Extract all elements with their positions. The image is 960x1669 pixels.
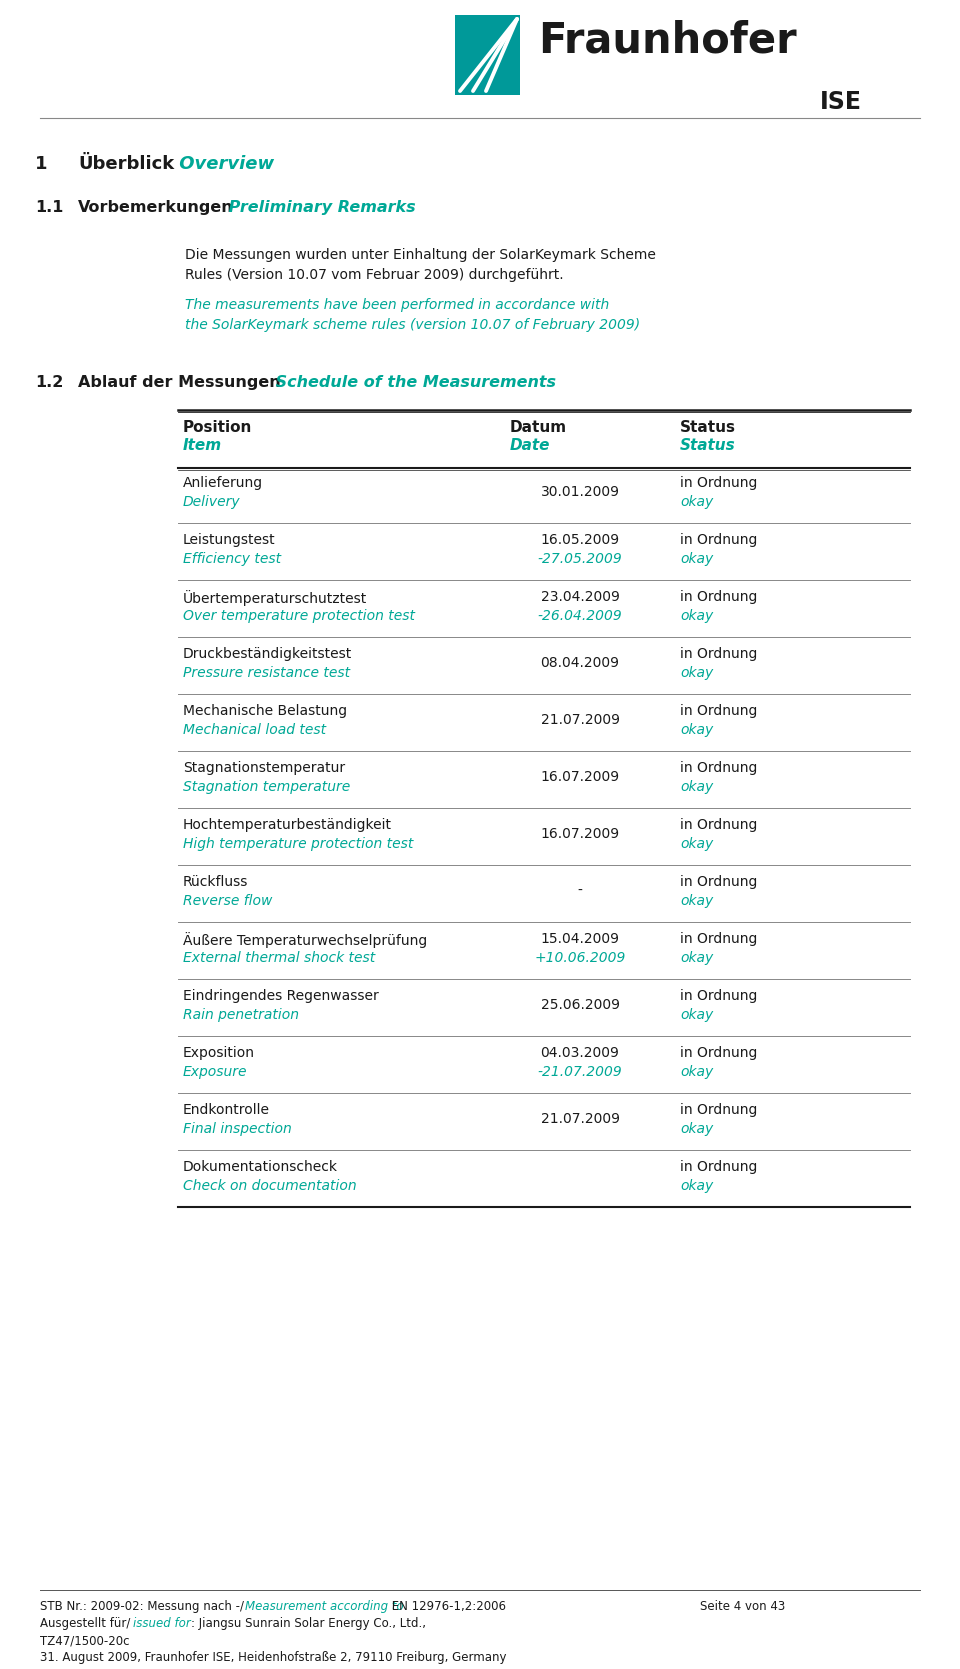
- Text: Status: Status: [680, 421, 736, 436]
- Text: Measurement according to: Measurement according to: [245, 1601, 404, 1612]
- Text: Position: Position: [183, 421, 252, 436]
- Text: Rückfluss: Rückfluss: [183, 875, 249, 890]
- Text: Die Messungen wurden unter Einhaltung der SolarKeymark Scheme
Rules (Version 10.: Die Messungen wurden unter Einhaltung de…: [185, 249, 656, 282]
- Text: TZ47/1500-20c: TZ47/1500-20c: [40, 1634, 130, 1647]
- Text: ISE: ISE: [820, 90, 862, 113]
- Text: Leistungstest: Leistungstest: [183, 532, 276, 547]
- Text: Stagnation temperature: Stagnation temperature: [183, 779, 350, 794]
- Text: okay: okay: [680, 609, 713, 623]
- Text: in Ordnung: in Ordnung: [680, 704, 757, 718]
- Bar: [455, 15, 520, 95]
- Text: -27.05.2009: -27.05.2009: [538, 552, 622, 566]
- Text: External thermal shock test: External thermal shock test: [183, 951, 375, 965]
- Text: okay: okay: [680, 1008, 713, 1021]
- Text: Datum: Datum: [510, 421, 567, 436]
- Text: -: -: [578, 885, 583, 898]
- Text: Item: Item: [183, 437, 222, 452]
- Text: Hochtemperaturbeständigkeit: Hochtemperaturbeständigkeit: [183, 818, 392, 833]
- Text: in Ordnung: in Ordnung: [680, 1046, 757, 1060]
- Text: okay: okay: [680, 951, 713, 965]
- Text: Vorbemerkungen: Vorbemerkungen: [78, 200, 233, 215]
- Text: okay: okay: [680, 836, 713, 851]
- Text: Rain penetration: Rain penetration: [183, 1008, 299, 1021]
- Text: issued for: issued for: [133, 1617, 191, 1631]
- Text: Schedule of the Measurements: Schedule of the Measurements: [270, 376, 556, 391]
- Text: Exposition: Exposition: [183, 1046, 255, 1060]
- Text: Ablauf der Messungen: Ablauf der Messungen: [78, 376, 280, 391]
- Text: 31. August 2009, Fraunhofer ISE, Heidenhofstraße 2, 79110 Freiburg, Germany: 31. August 2009, Fraunhofer ISE, Heidenh…: [40, 1651, 507, 1664]
- Text: Exposure: Exposure: [183, 1065, 248, 1078]
- Text: Anlieferung: Anlieferung: [183, 476, 263, 491]
- Text: Druckbeständigkeitstest: Druckbeständigkeitstest: [183, 648, 352, 661]
- Text: okay: okay: [680, 1178, 713, 1193]
- Text: Fraunhofer: Fraunhofer: [538, 20, 797, 62]
- Text: Final inspection: Final inspection: [183, 1122, 292, 1137]
- Text: Endkontrolle: Endkontrolle: [183, 1103, 270, 1117]
- Text: Dokumentationscheck: Dokumentationscheck: [183, 1160, 338, 1173]
- Text: okay: okay: [680, 779, 713, 794]
- Text: Date: Date: [510, 437, 550, 452]
- Text: STB Nr.: 2009-02: Messung nach -/: STB Nr.: 2009-02: Messung nach -/: [40, 1601, 244, 1612]
- Text: in Ordnung: in Ordnung: [680, 875, 757, 890]
- Text: 21.07.2009: 21.07.2009: [540, 713, 619, 728]
- Text: 16.07.2009: 16.07.2009: [540, 828, 619, 841]
- Text: : Jiangsu Sunrain Solar Energy Co., Ltd.,: : Jiangsu Sunrain Solar Energy Co., Ltd.…: [191, 1617, 426, 1631]
- Text: Äußere Temperaturwechselprüfung: Äußere Temperaturwechselprüfung: [183, 931, 427, 948]
- Text: okay: okay: [680, 895, 713, 908]
- Text: -21.07.2009: -21.07.2009: [538, 1065, 622, 1078]
- Text: Over temperature protection test: Over temperature protection test: [183, 609, 415, 623]
- Text: in Ordnung: in Ordnung: [680, 591, 757, 604]
- Text: The measurements have been performed in accordance with
the SolarKeymark scheme : The measurements have been performed in …: [185, 299, 640, 332]
- Text: okay: okay: [680, 1065, 713, 1078]
- Text: EN 12976-1,2:2006: EN 12976-1,2:2006: [388, 1601, 506, 1612]
- Text: +10.06.2009: +10.06.2009: [535, 951, 626, 965]
- Text: 08.04.2009: 08.04.2009: [540, 656, 619, 669]
- Text: Pressure resistance test: Pressure resistance test: [183, 666, 350, 679]
- Text: in Ordnung: in Ordnung: [680, 476, 757, 491]
- Text: Delivery: Delivery: [183, 496, 241, 509]
- Text: in Ordnung: in Ordnung: [680, 931, 757, 946]
- Text: 1: 1: [35, 155, 47, 174]
- Text: 16.05.2009: 16.05.2009: [540, 532, 619, 547]
- Text: 04.03.2009: 04.03.2009: [540, 1046, 619, 1060]
- Text: okay: okay: [680, 552, 713, 566]
- Text: in Ordnung: in Ordnung: [680, 1160, 757, 1173]
- Text: in Ordnung: in Ordnung: [680, 761, 757, 774]
- Text: -26.04.2009: -26.04.2009: [538, 609, 622, 623]
- Text: 21.07.2009: 21.07.2009: [540, 1112, 619, 1127]
- Text: in Ordnung: in Ordnung: [680, 818, 757, 833]
- Text: 1.2: 1.2: [35, 376, 63, 391]
- Text: in Ordnung: in Ordnung: [680, 990, 757, 1003]
- Text: okay: okay: [680, 666, 713, 679]
- Text: Mechanische Belastung: Mechanische Belastung: [183, 704, 348, 718]
- Text: 16.07.2009: 16.07.2009: [540, 769, 619, 784]
- Text: 25.06.2009: 25.06.2009: [540, 998, 619, 1011]
- Text: Status: Status: [680, 437, 735, 452]
- Text: okay: okay: [680, 496, 713, 509]
- Text: Mechanical load test: Mechanical load test: [183, 723, 326, 738]
- Text: in Ordnung: in Ordnung: [680, 1103, 757, 1117]
- Text: Stagnationstemperatur: Stagnationstemperatur: [183, 761, 346, 774]
- Text: in Ordnung: in Ordnung: [680, 532, 757, 547]
- Text: Check on documentation: Check on documentation: [183, 1178, 356, 1193]
- Text: in Ordnung: in Ordnung: [680, 648, 757, 661]
- Text: Efficiency test: Efficiency test: [183, 552, 281, 566]
- Text: Preliminary Remarks: Preliminary Remarks: [223, 200, 416, 215]
- Text: Übertemperaturschutztest: Übertemperaturschutztest: [183, 591, 368, 606]
- Text: Eindringendes Regenwasser: Eindringendes Regenwasser: [183, 990, 379, 1003]
- Text: Overview: Overview: [173, 155, 275, 174]
- Text: 23.04.2009: 23.04.2009: [540, 591, 619, 604]
- Text: Überblick: Überblick: [78, 155, 175, 174]
- Text: Seite 4 von 43: Seite 4 von 43: [700, 1601, 785, 1612]
- Text: Reverse flow: Reverse flow: [183, 895, 273, 908]
- Text: okay: okay: [680, 1122, 713, 1137]
- Text: okay: okay: [680, 723, 713, 738]
- Text: 30.01.2009: 30.01.2009: [540, 486, 619, 499]
- Text: High temperature protection test: High temperature protection test: [183, 836, 414, 851]
- Text: 1.1: 1.1: [35, 200, 63, 215]
- Text: Ausgestellt für/: Ausgestellt für/: [40, 1617, 131, 1631]
- Text: 15.04.2009: 15.04.2009: [540, 931, 619, 946]
